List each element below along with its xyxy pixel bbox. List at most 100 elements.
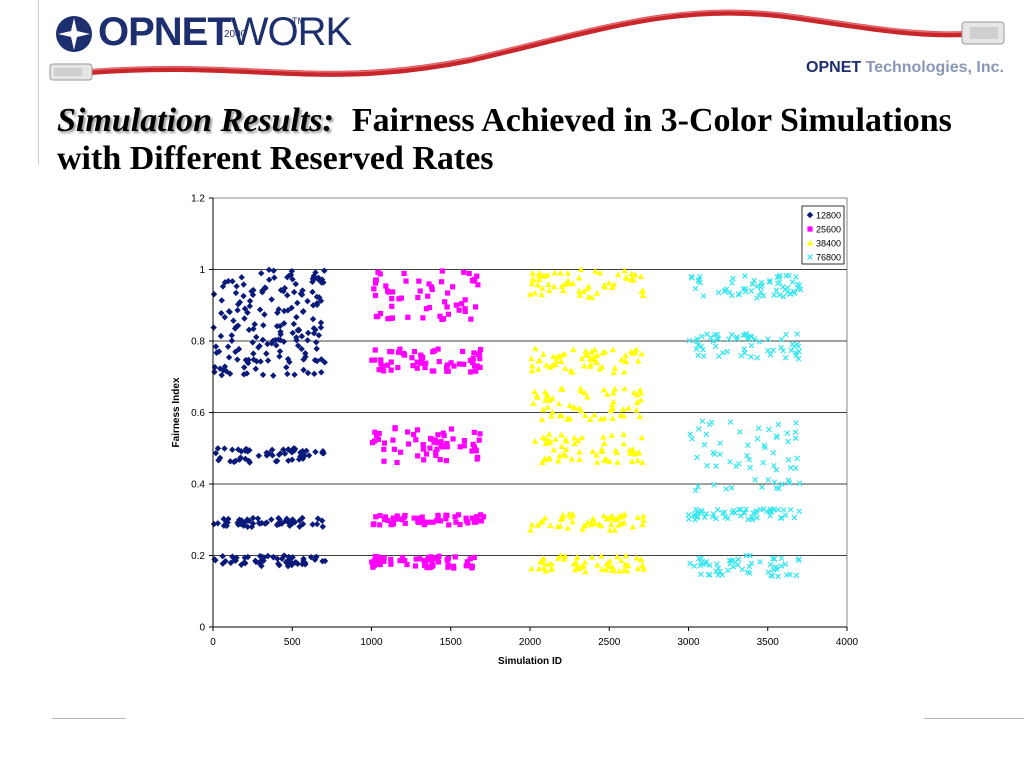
data-point (252, 558, 260, 566)
data-point (789, 279, 796, 285)
data-point (717, 451, 723, 458)
data-point (389, 296, 395, 302)
data-point (635, 449, 642, 456)
data-point (557, 269, 564, 276)
data-point (444, 440, 450, 447)
data-point (714, 506, 721, 513)
data-point (480, 514, 487, 520)
data-point (787, 464, 794, 471)
marker-stroke (720, 350, 726, 356)
marker-stroke (787, 506, 794, 513)
data-point (784, 430, 790, 436)
data-point (577, 385, 584, 392)
x-tick-label: 1000 (360, 637, 383, 648)
data-point (376, 556, 382, 562)
legend-marker-76800 (807, 254, 813, 260)
data-point (770, 449, 777, 456)
data-point (242, 455, 249, 463)
data-point (543, 393, 551, 400)
data-point (715, 572, 721, 578)
data-point (780, 507, 787, 513)
data-point (561, 350, 568, 357)
data-point (589, 448, 596, 455)
data-point (389, 303, 395, 309)
data-point (584, 393, 591, 400)
data-point (476, 518, 482, 524)
data-point (527, 526, 534, 533)
data-point (576, 287, 583, 294)
data-point (589, 515, 597, 522)
marker-stroke (746, 570, 753, 576)
data-point (229, 446, 236, 453)
data-point (556, 452, 563, 459)
data-point (268, 446, 276, 454)
data-point (760, 506, 767, 512)
data-point (638, 434, 646, 441)
data-point (534, 281, 542, 288)
data-point (430, 519, 436, 525)
data-point (744, 452, 750, 459)
data-point (315, 332, 323, 339)
data-point (588, 294, 596, 301)
marker-stroke (694, 454, 700, 461)
data-point (215, 348, 223, 355)
data-point (467, 556, 473, 562)
data-point (469, 564, 475, 570)
marker-stroke (743, 552, 750, 559)
marker-stroke (785, 438, 792, 445)
data-point (566, 402, 573, 408)
data-point (609, 346, 617, 353)
data-point (452, 554, 458, 560)
data-point (318, 369, 325, 376)
data-point (788, 347, 795, 354)
marker-stroke (746, 456, 752, 463)
data-point (413, 556, 419, 562)
data-point (577, 387, 585, 394)
data-point (445, 368, 451, 374)
data-point (434, 446, 440, 452)
data-point (625, 404, 632, 411)
data-point (765, 336, 771, 342)
data-point (610, 369, 617, 376)
data-point (473, 368, 479, 374)
data-point (687, 431, 693, 437)
y-tick-label: 0.8 (191, 337, 205, 348)
data-point (783, 331, 789, 338)
data-point (698, 559, 705, 566)
data-point (608, 432, 615, 438)
data-point (288, 304, 295, 312)
data-point (620, 440, 627, 447)
marker-stroke (746, 563, 753, 570)
marker-stroke (793, 420, 799, 426)
marker-stroke (744, 442, 751, 448)
data-point (478, 518, 485, 524)
data-point (592, 267, 599, 274)
data-point (791, 514, 798, 521)
marker-stroke (742, 288, 749, 295)
data-point (632, 271, 639, 278)
data-point (457, 521, 463, 528)
data-point (621, 511, 628, 517)
marker-stroke (725, 567, 731, 574)
data-point (539, 351, 547, 357)
data-point (616, 567, 623, 574)
data-point (312, 269, 319, 276)
data-point (562, 446, 570, 452)
data-point (748, 342, 755, 349)
data-point (581, 389, 589, 396)
data-point (796, 508, 803, 515)
data-point (471, 554, 477, 561)
data-point (226, 370, 234, 377)
marker-stroke (740, 286, 747, 292)
data-point (304, 369, 312, 377)
marker-stroke (793, 352, 800, 359)
x-tick-label: 2000 (519, 637, 542, 648)
data-point (758, 288, 764, 295)
data-point (720, 350, 726, 356)
data-point (421, 457, 427, 463)
chart-points (210, 266, 804, 580)
data-point (758, 279, 765, 286)
data-point (725, 515, 731, 522)
legend-marker-12800 (806, 211, 814, 219)
data-point (277, 331, 284, 338)
